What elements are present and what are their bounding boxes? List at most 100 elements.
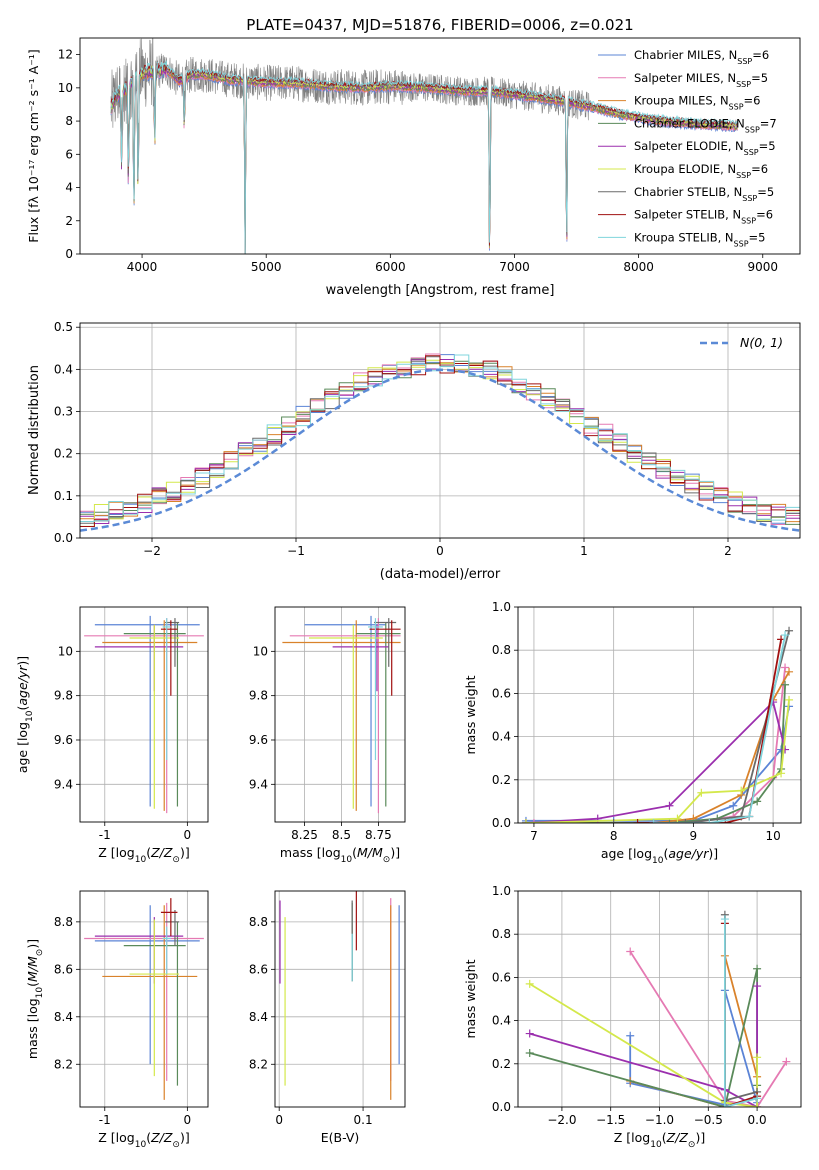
y-tick-label: 9.6 [249,733,268,747]
weight-point [649,819,658,823]
y-tick-label: 10 [58,81,73,95]
y-tick-label: 0 [65,247,73,261]
weight-point [753,1053,762,1062]
x-tick-label: 0 [436,544,444,558]
weight-point [720,1103,729,1107]
y-tick-label: 1.0 [492,600,511,614]
spectrum-ylabel: Flux [fλ 10⁻¹⁷ erg cm⁻² s⁻¹ A⁻¹] [26,49,41,242]
y-tick-label: 4 [65,181,73,195]
y-tick-label: 8 [65,114,73,128]
spectrum-legend: Chabrier MILES, N SSP =6 Salpeter MILES, NS… [598,48,777,248]
weight-point [665,819,674,823]
legend-value: =6 [756,208,773,222]
x-tick-label: 8.75 [365,828,392,842]
legend-entry: Salpeter STELIB, NSSP=6 [634,208,773,226]
mass-vs-Z-xlabel-part: ⊙ [172,1140,180,1150]
x-tick-label: 7000 [499,260,530,274]
weight-point [753,797,762,806]
y-tick-label: 8.8 [54,915,73,929]
y-tick-label: 9.8 [249,689,268,703]
weight-point [626,1031,635,1040]
weight-point [785,695,794,704]
weight-series-salpeter-miles [529,663,790,823]
errorbar-chabrier-elodie [356,622,401,807]
age-vs-Z-xlabel: Z [log10(Z/Z⊙)] [98,845,189,865]
mass-weight-vs-age-plot-area [521,626,794,823]
y-tick-label: 0.0 [492,816,511,830]
errorbar-salpeter-stelib [160,898,178,937]
errorbar-chabrier-stelib [373,618,397,667]
errorbar-chabrier-miles [304,615,386,807]
axes-frame [274,606,406,823]
mass-weight-vs-Z-xlabel-part: Z [log [614,1130,650,1145]
x-tick-label: 0.0 [748,1113,767,1127]
x-tick-label: 8000 [623,260,654,274]
x-tick-label: −1 [287,544,305,558]
axes-frame [79,890,209,1108]
weight-point [673,814,682,823]
y-tick-label: 0.5 [54,320,73,334]
weight-point [729,801,738,810]
x-tick-label: 8.5 [332,828,351,842]
x-tick-label: 1 [580,544,588,558]
weight-point [785,626,794,635]
weight-line [529,983,758,1107]
y-tick-label: 8.4 [249,1010,268,1024]
mass-weight-vs-Z-xlabel-part: ⊙ [688,1140,696,1150]
legend-entry: Chabrier ELODIE, NSSP=7 [634,116,777,133]
weight-point [633,819,642,823]
weight-line [526,671,790,823]
age-vs-Z-xlabel-part: 10 [135,855,147,865]
weight-point [753,1094,762,1103]
weight-point [525,979,534,988]
age-vs-mass-xlabel-part: 10 [341,855,353,865]
errorbar-kroupa-elodie [308,624,383,809]
x-tick-label: 0 [275,1113,283,1127]
x-tick-label: 0 [184,828,192,842]
legend-sub: SSP [729,102,744,111]
y-tick-label: 0.3 [54,405,73,419]
mass-weight-vs-Z-ylabel-part: mass weight [463,959,478,1038]
mass-vs-Z-xlabel-part: Z [log [98,1130,134,1145]
legend-label: Salpeter ELODIE, N [634,139,744,153]
weight-line [525,699,790,823]
weight-point [609,819,618,823]
x-tick-label: −2.0 [547,1113,576,1127]
age-vs-mass-xlabel: mass [log10(M/M⊙)] [280,845,400,865]
errorbar-kroupa-miles [282,620,401,811]
legend-label: Chabrier MILES, N [634,48,737,62]
legend-sub: SSP [736,171,751,180]
weight-point [781,663,790,672]
mass-vs-Z-plot-area [84,898,204,1100]
age-vs-Z-xlabel-part: ⊙ [172,855,180,865]
mass-weight-vs-age-xlabel-part: age/yr [668,846,709,861]
residuals-plot-area [80,353,800,532]
weight-point [720,915,729,924]
errorbar-kroupa-miles [102,905,198,1100]
y-tick-label: 9.6 [54,733,73,747]
y-tick-label: 10 [253,644,268,658]
age-vs-Z-ylabel-part: )] [15,656,30,666]
y-tick-label: 0.2 [492,773,511,787]
weight-point [681,819,690,823]
age-vs-Z-ylabel-part: age [log [15,722,30,773]
legend-sub: SSP [744,148,759,157]
figure-title: PLATE=0437, MJD=51876, FIBERID=0006, z=0… [246,16,633,34]
age-vs-Z-ylabel-part: ( [15,706,30,711]
mass-vs-EBV-panel: 0 0.1 8.2 8.4 8.6 8.8 E(B-V) [249,890,406,1145]
errorbar-kroupa-elodie [129,919,180,1077]
spectrum-panel: 4000 5000 6000 7000 8000 9000 0 2 4 6 8 10 12 Chabrie… [26,37,801,298]
y-tick-label: 8.4 [54,1010,73,1024]
axes-frame [274,890,406,1108]
legend-entry: Salpeter MILES, NSSP=5 [634,71,768,89]
mass-weight-vs-age-ylabel-part: mass weight [463,675,478,754]
mass-weight-vs-Z-panel: −2.0 −1.5 −1.0 −0.5 0.0 0.0 0.2 0.4 0.6 0.8 1.0 Z [… [463,884,802,1150]
residual-histogram-salpeter-stelib [80,355,800,527]
weight-point [781,680,790,689]
errorbar-salpeter-stelib [369,620,401,696]
weight-line [629,951,788,1107]
normal-distribution-curve [80,368,800,532]
weight-point [782,1057,791,1066]
y-tick-label: 9.8 [54,689,73,703]
mass-weight-vs-Z-xlabel-part: ( [662,1130,667,1145]
